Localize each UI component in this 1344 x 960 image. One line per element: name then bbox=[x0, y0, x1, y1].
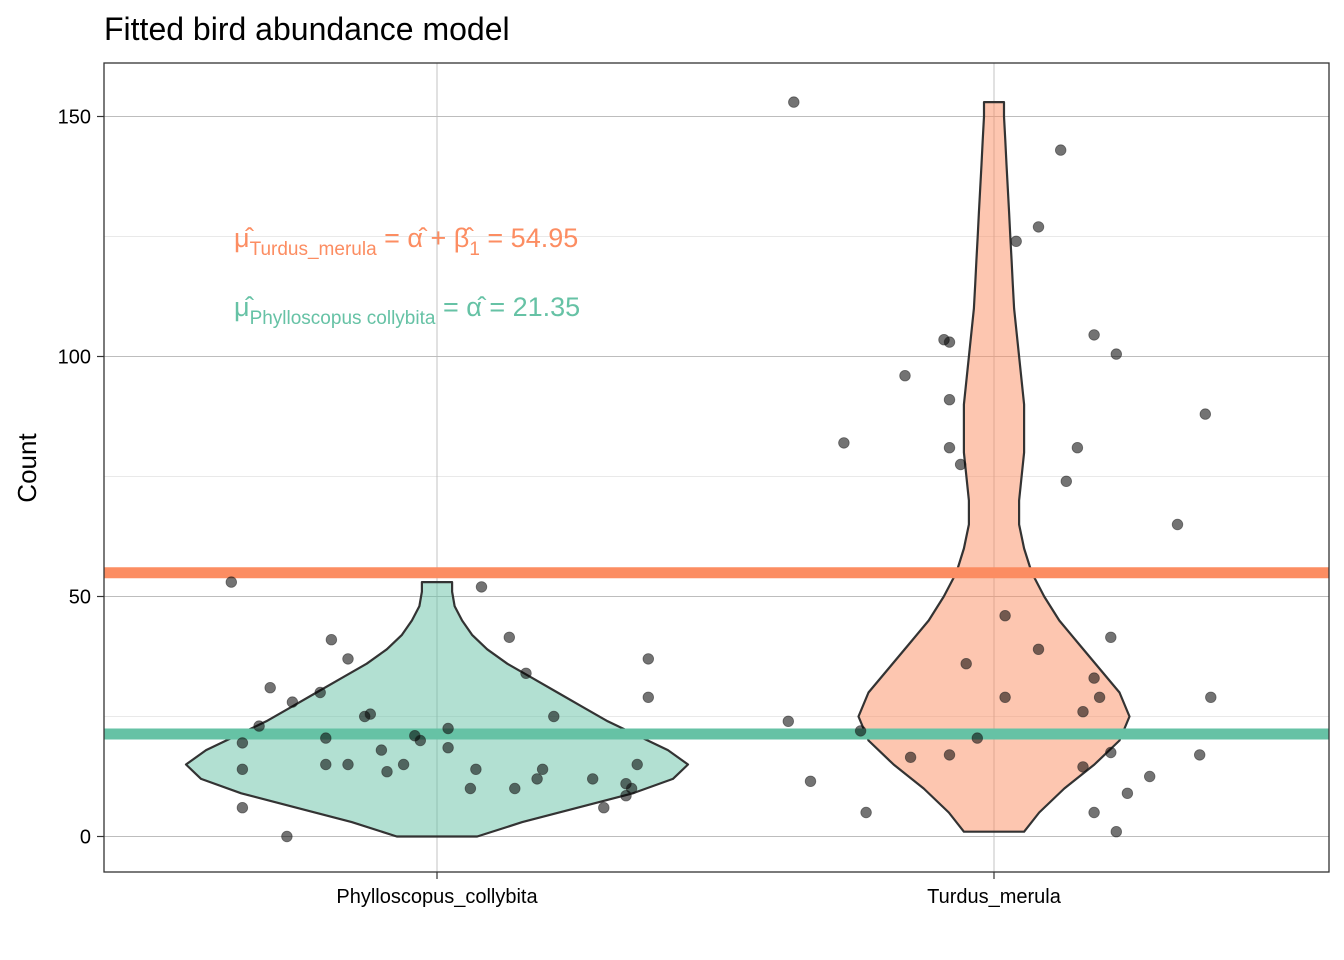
data-point bbox=[1032, 221, 1045, 233]
data-point bbox=[342, 758, 354, 771]
y-tick-label: 50 bbox=[69, 587, 91, 609]
data-point bbox=[548, 710, 560, 723]
data-point bbox=[1105, 746, 1117, 759]
data-point bbox=[642, 653, 655, 665]
x-tick-label: Phylloscopus_collybita bbox=[336, 886, 538, 908]
data-point bbox=[236, 737, 249, 749]
data-point bbox=[536, 763, 549, 776]
data-point bbox=[1054, 144, 1067, 156]
data-point bbox=[397, 758, 410, 771]
data-point bbox=[854, 725, 867, 737]
data-point bbox=[375, 744, 388, 756]
data-point bbox=[971, 732, 984, 744]
axes: 0 50 100 150 Phylloscopus_collybita Turdus_me… bbox=[58, 107, 1062, 909]
data-point bbox=[281, 830, 293, 843]
data-point bbox=[954, 458, 967, 471]
formula-Phylloscopus_collybita: μ̂Phylloscopus collybita = α̂ = 21.35 bbox=[234, 292, 580, 329]
data-point bbox=[225, 576, 238, 588]
data-point bbox=[1077, 706, 1089, 718]
data-point bbox=[943, 749, 956, 761]
data-point bbox=[838, 437, 850, 449]
data-point bbox=[464, 782, 477, 795]
data-point bbox=[1088, 806, 1100, 819]
data-point bbox=[1110, 826, 1123, 838]
data-point bbox=[325, 634, 338, 646]
data-point bbox=[1171, 518, 1184, 531]
data-point bbox=[320, 732, 332, 744]
x-tick-label: Turdus_merula bbox=[927, 886, 1062, 908]
data-point bbox=[899, 370, 911, 382]
chart-title: Fitted bird abundance model bbox=[104, 11, 510, 47]
data-point bbox=[264, 682, 276, 694]
data-point bbox=[1010, 235, 1022, 248]
data-point bbox=[782, 715, 795, 728]
data-point bbox=[587, 773, 599, 785]
data-point bbox=[253, 720, 265, 732]
data-point bbox=[314, 686, 326, 699]
data-point bbox=[943, 442, 956, 454]
data-point bbox=[1071, 442, 1084, 454]
data-point bbox=[1077, 761, 1089, 773]
jitter-points bbox=[225, 96, 1217, 843]
data-point bbox=[860, 806, 872, 819]
violin-Phylloscopus_collybita bbox=[184, 581, 690, 838]
data-point bbox=[631, 758, 643, 771]
data-point bbox=[470, 763, 482, 776]
data-point bbox=[1143, 770, 1156, 783]
data-point bbox=[943, 394, 956, 406]
data-point bbox=[1105, 631, 1117, 644]
data-point bbox=[1093, 691, 1106, 704]
data-point bbox=[1088, 329, 1100, 341]
data-point bbox=[509, 782, 521, 795]
data-point bbox=[1060, 475, 1073, 488]
data-point bbox=[999, 610, 1011, 622]
data-point bbox=[320, 758, 332, 771]
y-axis-label: Count bbox=[12, 433, 42, 503]
data-point bbox=[286, 696, 299, 708]
data-point bbox=[598, 802, 610, 814]
data-point bbox=[531, 773, 543, 785]
plot-panel-border bbox=[103, 62, 1330, 873]
data-point bbox=[342, 653, 354, 665]
data-point bbox=[236, 802, 249, 814]
y-tick-label: 150 bbox=[58, 107, 91, 129]
violins bbox=[184, 101, 1131, 838]
data-point bbox=[960, 658, 972, 670]
y-tick-label: 100 bbox=[58, 347, 91, 369]
data-point bbox=[1193, 749, 1206, 761]
fitted-mean-lines bbox=[104, 567, 1329, 740]
data-point bbox=[475, 581, 488, 593]
data-point bbox=[999, 691, 1011, 704]
data-point bbox=[642, 691, 655, 704]
data-point bbox=[364, 708, 377, 720]
data-point bbox=[381, 766, 393, 778]
data-point bbox=[1110, 348, 1123, 360]
data-point bbox=[788, 96, 800, 108]
formula-Turdus_merula: μ̂Turdus_merula = α̂ + β̂1 = 54.95 bbox=[234, 223, 578, 260]
data-point bbox=[442, 722, 454, 735]
data-point bbox=[503, 631, 516, 644]
data-point bbox=[1121, 787, 1134, 800]
data-point bbox=[904, 751, 917, 764]
y-tick-label: 0 bbox=[80, 827, 91, 849]
data-point bbox=[414, 734, 427, 747]
data-point bbox=[1205, 691, 1217, 704]
formula-annotations: μ̂Turdus_merula = α̂ + β̂1 = 54.95 μ̂Phyl… bbox=[234, 223, 580, 329]
data-point bbox=[1199, 408, 1212, 420]
data-point bbox=[1032, 643, 1045, 656]
data-point bbox=[804, 775, 817, 788]
data-point bbox=[1088, 672, 1100, 684]
data-point bbox=[520, 667, 532, 680]
violin-Turdus_merula bbox=[857, 101, 1131, 833]
data-point bbox=[625, 782, 638, 795]
data-point bbox=[943, 336, 956, 348]
data-point bbox=[236, 763, 249, 776]
data-point bbox=[442, 742, 454, 754]
